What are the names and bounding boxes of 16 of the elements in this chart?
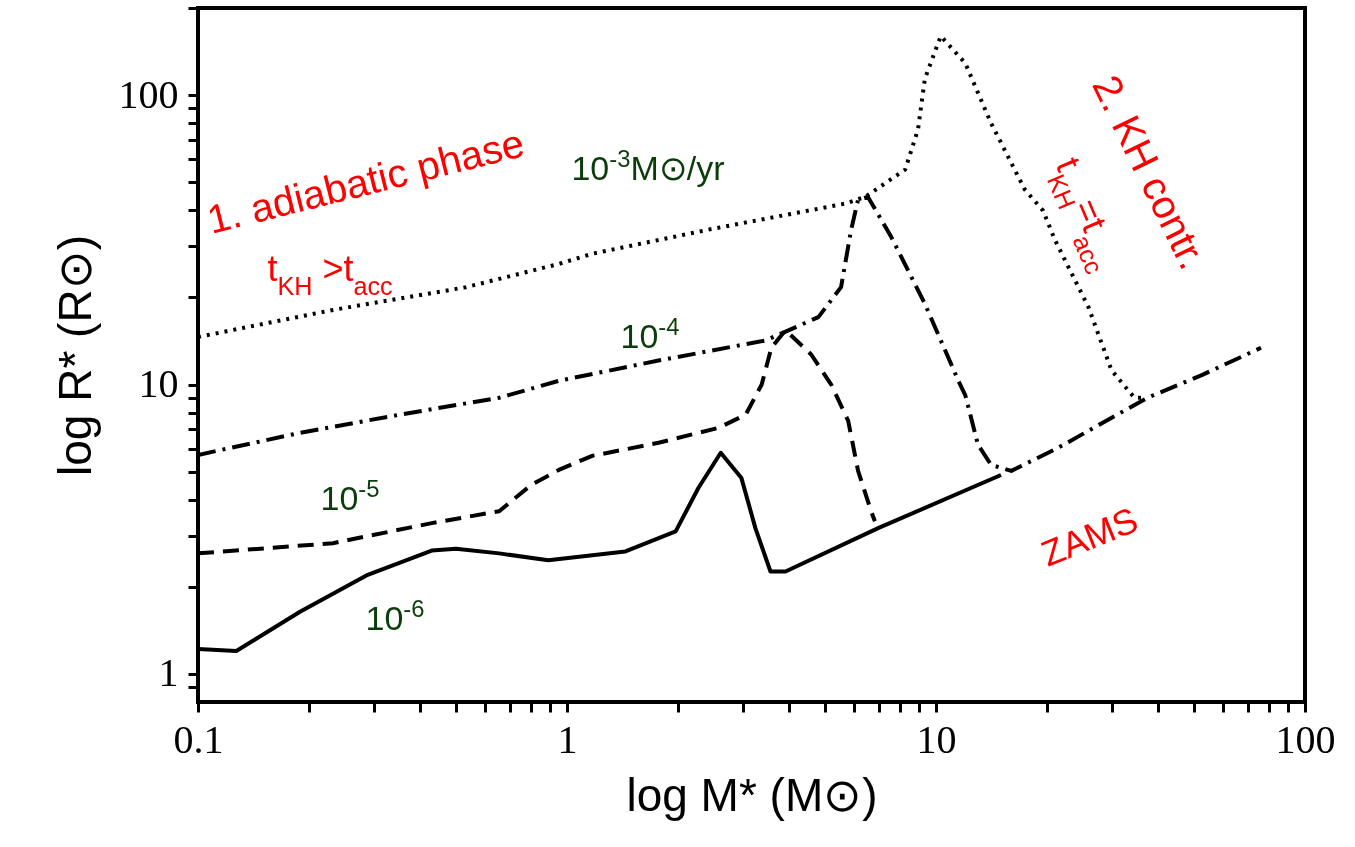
y-axis-title: log R* (R⊙) <box>48 235 101 476</box>
y-tick-label: 100 <box>118 71 179 117</box>
annotation: t$_{KH}$ >t$_{acc}$ <box>267 248 393 300</box>
annotation: 1. adiabatic phase <box>202 120 529 242</box>
x-tick-label: 1 <box>557 716 578 762</box>
series-label: 10$^{-6}$ <box>365 594 425 637</box>
series-label: 10$^{-3}$M⊙/yr <box>571 144 725 187</box>
y-tick-label: 1 <box>158 650 179 696</box>
x-axis-title: log M* (M⊙) <box>626 768 878 821</box>
annotation: ZAMS <box>1035 498 1144 575</box>
x-tick-label: 100 <box>1275 716 1336 762</box>
x-tick-label: 10 <box>916 716 957 762</box>
series-label: 10$^{-5}$ <box>320 474 380 517</box>
y-tick-label: 10 <box>138 361 179 407</box>
x-tick-label: 0.1 <box>173 716 224 762</box>
series-label: 10$^{-4}$ <box>620 312 680 355</box>
